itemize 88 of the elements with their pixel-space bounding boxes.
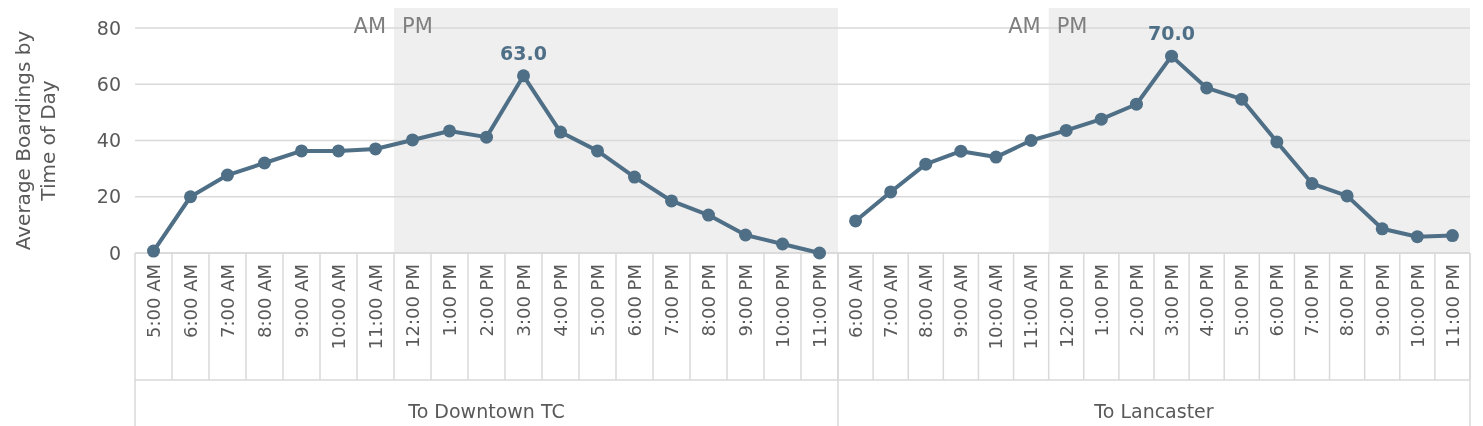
point bbox=[406, 133, 419, 147]
x-tick-label: 7:00 AM bbox=[216, 264, 238, 338]
y-tick-label: 60 bbox=[96, 72, 121, 95]
point bbox=[1410, 230, 1424, 244]
point bbox=[776, 237, 789, 251]
x-tick-label: 7:00 PM bbox=[660, 264, 682, 337]
point bbox=[184, 190, 197, 204]
x-tick-label: 3:00 PM bbox=[1160, 264, 1182, 337]
x-tick-label: 11:00 PM bbox=[808, 264, 830, 348]
point bbox=[702, 208, 715, 222]
point bbox=[1059, 123, 1073, 137]
x-tick-label: 5:00 PM bbox=[1231, 264, 1253, 337]
annotation: AM bbox=[1008, 14, 1041, 38]
x-tick-label: 6:00 AM bbox=[844, 264, 866, 338]
annotation: PM bbox=[402, 14, 433, 38]
x-tick-label: 12:00 PM bbox=[401, 264, 423, 348]
x-tick-label: 8:00 PM bbox=[1336, 264, 1358, 337]
x-tick-label: 5:00 PM bbox=[586, 264, 608, 337]
x-tick-label: 9:00 AM bbox=[290, 264, 312, 338]
x-tick-label: 11:00 PM bbox=[1441, 264, 1463, 348]
point bbox=[369, 142, 382, 156]
data-label: 70.0 bbox=[1148, 22, 1195, 45]
x-tick-label: 8:00 AM bbox=[915, 264, 937, 338]
point bbox=[443, 124, 456, 138]
y-axis-title: Average Boardings by Time of Day bbox=[11, 30, 60, 251]
x-tick-label: 6:00 PM bbox=[1266, 264, 1288, 337]
x-tick-label: 4:00 PM bbox=[1195, 264, 1217, 337]
x-tick-label: 2:00 PM bbox=[475, 264, 497, 337]
point bbox=[332, 144, 345, 158]
y-tick-label: 40 bbox=[96, 129, 121, 152]
x-tick-label: 10:00 AM bbox=[985, 264, 1007, 350]
x-axis-title: To Downtown TC bbox=[407, 400, 565, 422]
point bbox=[628, 170, 641, 184]
x-tick-label: 5:00 AM bbox=[142, 264, 164, 338]
x-tick-label: 10:00 AM bbox=[327, 264, 349, 350]
x-tick-label: 11:00 AM bbox=[1020, 264, 1042, 350]
point bbox=[1094, 112, 1108, 126]
annotation: PM bbox=[1056, 14, 1088, 38]
x-tick-label: 10:00 PM bbox=[771, 264, 793, 348]
annotation: AM bbox=[353, 14, 386, 38]
x-tick-label: 8:00 AM bbox=[253, 264, 275, 338]
y-tick-label: 20 bbox=[96, 185, 121, 208]
x-axis-title: To Lancaster bbox=[1093, 400, 1214, 422]
point bbox=[1305, 177, 1319, 191]
x-tick-label: 1:00 PM bbox=[1090, 264, 1112, 337]
x-tick-label: 10:00 PM bbox=[1406, 264, 1428, 348]
x-tick-label: 7:00 PM bbox=[1301, 264, 1323, 337]
point bbox=[480, 130, 493, 144]
x-tick-label: 12:00 PM bbox=[1055, 264, 1077, 348]
x-tick-label: 4:00 PM bbox=[549, 264, 571, 337]
point bbox=[258, 156, 271, 170]
x-tick-label: 8:00 PM bbox=[697, 264, 719, 337]
point bbox=[884, 185, 898, 199]
x-tick-label: 11:00 AM bbox=[364, 264, 386, 350]
point bbox=[1129, 97, 1143, 111]
data-label: 63.0 bbox=[500, 41, 547, 64]
point bbox=[1200, 81, 1214, 95]
x-tick-label: 9:00 PM bbox=[1371, 264, 1393, 337]
point bbox=[554, 125, 567, 139]
point bbox=[1235, 92, 1249, 106]
point bbox=[517, 69, 530, 83]
point bbox=[221, 168, 234, 182]
x-tick-label: 9:00 AM bbox=[950, 264, 972, 338]
x-tick-label: 6:00 AM bbox=[179, 264, 201, 338]
point bbox=[295, 144, 308, 158]
point bbox=[739, 228, 752, 242]
point bbox=[954, 144, 968, 158]
x-tick-label: 7:00 AM bbox=[879, 264, 901, 338]
point bbox=[1270, 135, 1284, 149]
point bbox=[1165, 49, 1179, 63]
x-tick-label: 6:00 PM bbox=[623, 264, 645, 337]
y-tick-label: 80 bbox=[96, 16, 121, 39]
point bbox=[147, 244, 160, 258]
point bbox=[1375, 222, 1389, 236]
point bbox=[1445, 229, 1459, 243]
point bbox=[1340, 189, 1354, 203]
point bbox=[919, 157, 933, 171]
point bbox=[813, 246, 826, 260]
x-tick-label: 2:00 PM bbox=[1125, 264, 1147, 337]
y-tick-label: 0 bbox=[108, 241, 121, 264]
x-tick-label: 1:00 PM bbox=[438, 264, 460, 337]
point bbox=[591, 144, 604, 158]
point bbox=[989, 150, 1003, 164]
point bbox=[1024, 134, 1038, 147]
point bbox=[849, 214, 863, 228]
point bbox=[665, 194, 678, 208]
x-tick-label: 9:00 PM bbox=[734, 264, 756, 337]
x-tick-label: 3:00 PM bbox=[512, 264, 534, 337]
